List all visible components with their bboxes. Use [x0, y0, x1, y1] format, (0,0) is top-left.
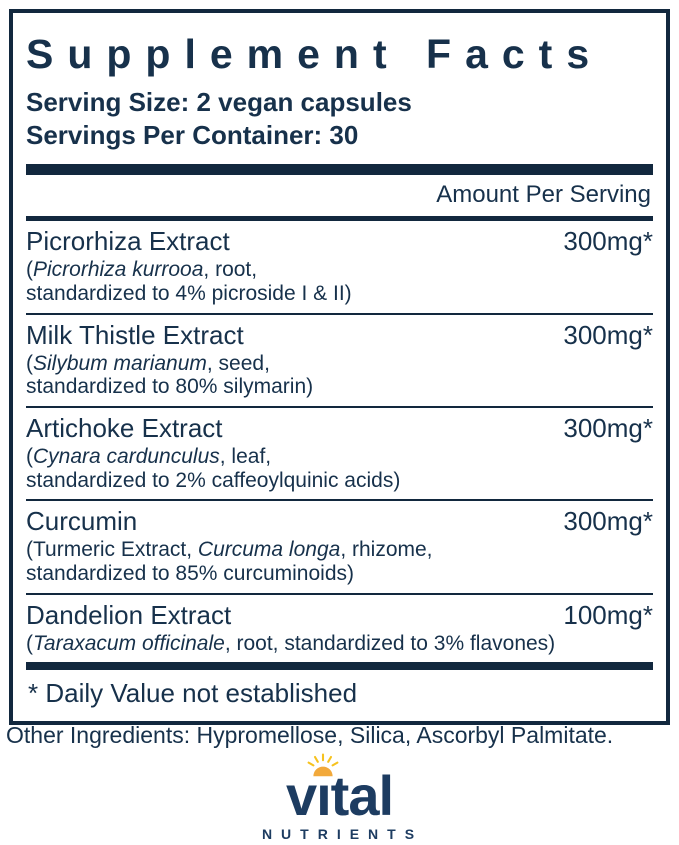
ingredient-details: (Turmeric Extract, Curcuma longa, rhizom…	[26, 538, 653, 585]
ingredient-amount: 300mg*	[563, 319, 653, 350]
ingredient-amount: 300mg*	[563, 413, 653, 444]
ingredient-detail-line: standardized to 4% picroside I & II)	[26, 282, 352, 306]
ingredient-detail-line: (Silybum marianum, seed,	[26, 351, 270, 375]
sun-icon	[307, 753, 339, 777]
ingredient-row-head: Picrorhiza Extract 300mg*	[26, 227, 653, 257]
ingredient-row-head: Dandelion Extract 100mg*	[26, 599, 653, 631]
separator-thick-top	[26, 164, 653, 176]
ingredient-name: Milk Thistle Extract	[26, 319, 244, 350]
ingredient-detail-line: (Taraxacum officinale, root, standardize…	[26, 631, 556, 655]
ingredient-row-head: Artichoke Extract 300mg*	[26, 413, 653, 444]
ingredient-amount: 300mg*	[563, 506, 653, 537]
ingredient-details: (Cynara cardunculus, leaf, standardized t…	[26, 445, 653, 492]
amount-per-serving-header: Amount Per Serving	[436, 181, 651, 209]
ingredient-name: Picrorhiza Extract	[26, 226, 230, 257]
ingredient-amount: 300mg*	[563, 226, 653, 257]
ingredient-details: (Picrorhiza kurrooa, root, standardized t…	[26, 258, 653, 305]
separator-medium	[26, 216, 653, 222]
ingredient-amount: 100mg*	[563, 599, 653, 630]
wordmark-i-glyph: ı	[316, 764, 332, 827]
ingredient-row: Curcumin 300mg* (Turmeric Extract, Curcu…	[26, 501, 653, 595]
servings-per-container: Servings Per Container: 30	[26, 119, 359, 150]
ingredient-detail-line: standardized to 2% caffeoylquinic acids)	[26, 468, 401, 492]
ingredient-rows: Picrorhiza Extract 300mg* (Picrorhiza ku…	[26, 221, 653, 662]
ingredient-detail-line: (Turmeric Extract, Curcuma longa, rhizom…	[26, 538, 433, 562]
ingredient-details: (Silybum marianum, seed, standardized to …	[26, 352, 653, 399]
ingredient-detail-line: (Picrorhiza kurrooa, root,	[26, 258, 258, 282]
wordmark-post: tal	[330, 764, 394, 827]
wordmark-i: ı	[307, 753, 339, 824]
ingredient-row: Picrorhiza Extract 300mg* (Picrorhiza ku…	[26, 221, 653, 315]
ingredient-name: Curcumin	[26, 506, 138, 537]
ingredient-name: Dandelion Extract	[26, 599, 232, 630]
brand-logo: v ı tal NUTRIENTS	[0, 753, 679, 842]
wordmark-pre: v	[285, 764, 317, 827]
ingredient-row-head: Curcumin 300mg*	[26, 507, 653, 537]
ingredient-row-head: Milk Thistle Extract 300mg*	[26, 319, 653, 351]
other-ingredients: Other Ingredients: Hypromellose, Silica,…	[6, 722, 614, 748]
separator-thick-bottom	[26, 662, 653, 671]
daily-value-footnote: * Daily Value not established	[28, 678, 358, 709]
serving-size: Serving Size: 2 vegan capsules	[26, 87, 412, 118]
ingredient-row: Artichoke Extract 300mg* (Cynara cardunc…	[26, 408, 653, 502]
logo-wordmark: v ı tal	[285, 753, 394, 827]
ingredient-row: Dandelion Extract 100mg* (Taraxacum offi…	[26, 595, 653, 663]
ingredient-details: (Taraxacum officinale, root, standardize…	[26, 632, 653, 656]
panel-title: Supplement Facts	[26, 31, 604, 77]
ingredient-detail-line: standardized to 80% silymarin)	[26, 375, 314, 399]
ingredient-name: Artichoke Extract	[26, 413, 223, 444]
supplement-facts-panel: Supplement Facts Serving Size: 2 vegan c…	[9, 9, 670, 726]
ingredient-detail-line: (Cynara cardunculus, leaf,	[26, 444, 272, 468]
ingredient-detail-line: standardized to 85% curcuminoids)	[26, 562, 355, 586]
logo-subtext: NUTRIENTS	[261, 826, 424, 842]
ingredient-row: Milk Thistle Extract 300mg* (Silybum mar…	[26, 315, 653, 409]
